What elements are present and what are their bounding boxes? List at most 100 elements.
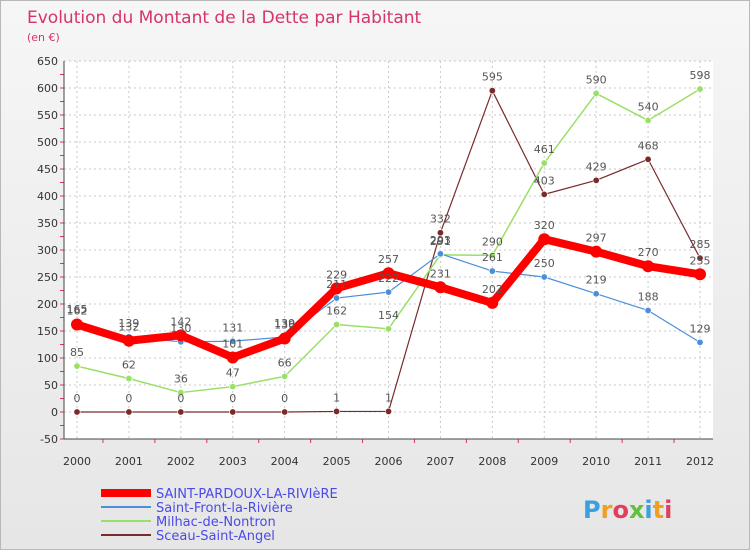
data-point — [436, 229, 444, 237]
proxiti-logo: Proxiti — [583, 496, 672, 524]
data-point — [696, 85, 704, 93]
data-label: 403 — [534, 174, 555, 187]
x-tick-label: 2004 — [271, 455, 299, 468]
data-label: 293 — [430, 234, 451, 247]
data-label: 162 — [326, 305, 347, 318]
data-label: 285 — [690, 238, 711, 251]
data-label: 229 — [326, 268, 347, 281]
logo-letter: P — [583, 496, 601, 524]
logo-letter: t — [653, 496, 664, 524]
data-point — [642, 260, 655, 273]
legend-label: Sceau-Saint-Angel — [156, 529, 275, 544]
grid — [64, 60, 713, 440]
y-tick-label: 250 — [37, 271, 58, 284]
data-point — [229, 383, 237, 391]
legend-label: Saint-Front-la-Rivière — [156, 501, 293, 516]
chart-title: Evolution du Montant de la Dette par Hab… — [27, 8, 422, 28]
x-tick-label: 2009 — [530, 455, 558, 468]
data-point — [125, 375, 133, 383]
data-point — [644, 116, 652, 124]
legend-label: SAINT-PARDOUX-LA-RIVIèRE — [156, 487, 338, 502]
logo-letter: o — [612, 496, 629, 524]
axes: -500501001502002503003504004505005506006… — [37, 55, 714, 468]
data-label: 139 — [118, 317, 139, 330]
data-label: 255 — [690, 254, 711, 267]
data-point — [436, 250, 444, 258]
data-point — [488, 267, 496, 275]
data-point — [696, 254, 704, 262]
data-label: 598 — [690, 69, 711, 82]
data-label: 66 — [278, 356, 292, 369]
data-label: 1 — [333, 391, 340, 404]
data-point — [177, 389, 185, 397]
data-label: 211 — [326, 278, 347, 291]
data-label: 0 — [229, 392, 236, 405]
data-label: 131 — [222, 321, 243, 334]
x-tick-label: 2007 — [426, 455, 454, 468]
data-label: 261 — [482, 251, 503, 264]
data-point — [382, 267, 395, 280]
data-label: 1 — [385, 391, 392, 404]
data-point — [333, 294, 341, 302]
data-point — [592, 89, 600, 97]
y-tick-label: 450 — [37, 163, 58, 176]
y-tick-label: 200 — [37, 298, 58, 311]
data-label: 188 — [638, 290, 659, 303]
data-labels: 0 0 0 0 0 1 1 332 595 403 429 468 285 85 62 36 47 66 162 15… — [67, 69, 711, 405]
data-point — [384, 288, 392, 296]
data-label: 595 — [482, 71, 503, 84]
legend: SAINT-PARDOUX-LA-RIVIèRESaint-Front-la-R… — [101, 487, 338, 544]
data-point — [384, 325, 392, 333]
data-label: 202 — [482, 283, 503, 296]
data-point — [73, 408, 81, 416]
y-tick-label: 400 — [37, 190, 58, 203]
data-label: 47 — [226, 367, 240, 380]
data-label: 320 — [534, 219, 555, 232]
logo-letter: r — [601, 496, 613, 524]
data-label: 0 — [177, 392, 184, 405]
x-tick-label: 2011 — [634, 455, 662, 468]
data-label: 62 — [122, 359, 136, 372]
y-tick-label: 550 — [37, 109, 58, 122]
data-label: 130 — [170, 322, 191, 335]
data-point — [488, 251, 496, 259]
data-label: 291 — [430, 235, 451, 248]
data-point — [226, 351, 239, 364]
y-tick-label: 0 — [51, 406, 58, 419]
data-label: 154 — [378, 309, 399, 322]
y-tick-label: 150 — [37, 325, 58, 338]
data-point — [538, 233, 551, 246]
y-tick-label: 600 — [37, 82, 58, 95]
data-point — [333, 321, 341, 329]
y-tick-label: 300 — [37, 244, 58, 257]
x-tick-label: 2008 — [478, 455, 506, 468]
logo-letter: x — [629, 496, 645, 524]
data-label: 219 — [586, 274, 607, 287]
data-label: 0 — [74, 392, 81, 405]
data-label: 165 — [67, 303, 88, 316]
data-point — [694, 268, 706, 281]
y-tick-label: 500 — [37, 136, 58, 149]
x-tick-label: 2000 — [63, 455, 91, 468]
data-point — [125, 408, 133, 416]
data-point — [540, 273, 548, 281]
data-point — [434, 281, 447, 294]
data-label: 540 — [638, 100, 659, 113]
data-point — [330, 282, 343, 295]
x-tick-label: 2001 — [115, 455, 143, 468]
data-label: 297 — [586, 232, 607, 245]
data-point — [590, 245, 603, 258]
data-label: 136 — [274, 319, 295, 332]
data-label: 429 — [586, 160, 607, 173]
data-point — [486, 296, 499, 309]
data-point — [488, 87, 496, 95]
data-label: 132 — [118, 321, 139, 334]
data-point — [333, 407, 341, 415]
data-label: 332 — [430, 213, 451, 226]
x-tick-label: 2010 — [582, 455, 610, 468]
chart-subtitle: (en €) — [27, 31, 60, 44]
logo-letter: i — [644, 496, 652, 524]
data-label: 257 — [378, 253, 399, 266]
